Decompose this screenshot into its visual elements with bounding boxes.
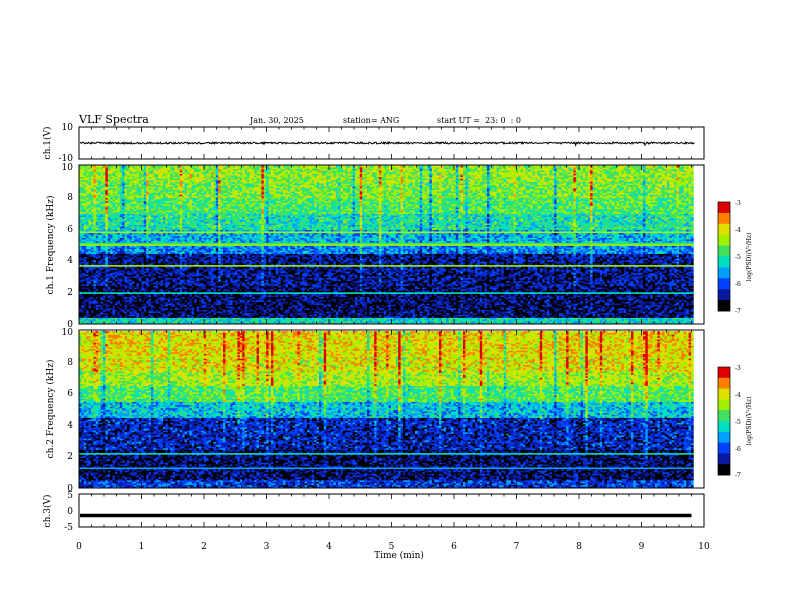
spectrogram-ch1-cell — [96, 166, 99, 168]
spectrogram-ch1-cell — [117, 166, 120, 168]
spectrogram-ch1-cell — [120, 166, 123, 168]
spectrogram-ch1-cell — [93, 166, 96, 168]
spectrogram-ch1-cell — [105, 166, 108, 168]
spectrogram-ch1-cell — [98, 166, 101, 168]
spectrogram-ch1-cell — [110, 166, 113, 168]
spectrogram-ch1-cell — [89, 166, 92, 168]
spectrogram-ch1-panel: 0 2 4 6 8 10 ch.1 Frequency (kHz) -3 -4 … — [45, 163, 753, 330]
spectrogram-ch1-cell — [81, 166, 84, 168]
figure-title: VLF Spectra — [78, 113, 149, 126]
waveform-ch1-ylabel: ch.1(V) — [42, 127, 53, 160]
start-time-label: start UT = 23: 0 : 0 — [437, 116, 521, 125]
spectrogram-ch1-cell — [84, 166, 87, 168]
spectrogram-ch1-cell — [122, 166, 125, 168]
spectrogram-ch1-cell — [125, 166, 128, 168]
spectrogram-ch1-cell — [129, 166, 132, 168]
waveform-ch1-ytick-top: 10 — [62, 123, 74, 133]
spectrogram-ch1-cell — [108, 166, 111, 168]
date-label: Jan. 30, 2025 — [249, 116, 304, 125]
spectrogram-ch1-cell — [101, 166, 104, 168]
station-label: station= ANG — [343, 116, 399, 125]
spectrogram-ch1-cell — [113, 166, 116, 168]
spectrogram-ch1-cell — [86, 166, 89, 168]
spectrogram-ch1-image — [79, 166, 694, 325]
